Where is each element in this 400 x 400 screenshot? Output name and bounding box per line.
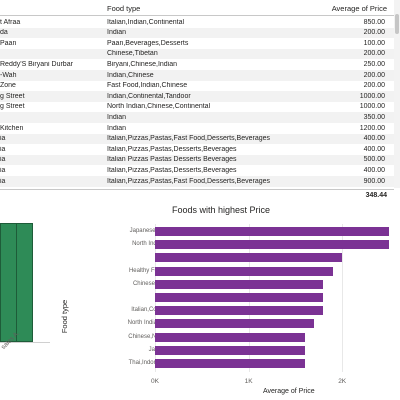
row-price-cell: 400.00 xyxy=(363,166,385,174)
left-column-chart: sales A. xyxy=(0,218,50,400)
row-food-type-cell: Italian,Indian,Continental xyxy=(107,18,185,26)
row-name-cell: da xyxy=(0,29,8,37)
row-food-type-cell: Italian Pizzas Pastas Desserts Beverages xyxy=(107,156,237,164)
table-row[interactable]: Chinese,Tibetan 200.00 xyxy=(0,48,394,60)
table-row[interactable]: da Indian 200.00 xyxy=(0,27,394,39)
left-chart-bar[interactable] xyxy=(0,223,17,342)
column-header-average-price[interactable]: Average of Price xyxy=(331,4,387,13)
chart-bar[interactable] xyxy=(155,293,324,302)
row-food-type-cell: Fast Food,Indian,Chinese xyxy=(107,82,188,90)
row-price-cell: 100.00 xyxy=(363,39,385,47)
row-price-cell: 1200.00 xyxy=(359,124,385,132)
row-food-type-cell: Italian,Pizzas,Pastas,Fast Food,Desserts… xyxy=(107,135,271,143)
row-name-cell: -Wah xyxy=(0,71,17,79)
row-price-cell: 900.00 xyxy=(363,177,385,185)
row-food-type-cell: Italian,Pizzas,Pastas,Fast Food,Desserts… xyxy=(107,177,271,185)
row-name-cell: ia xyxy=(0,166,6,174)
row-name-cell: g Street xyxy=(0,92,25,100)
row-price-cell: 1000.00 xyxy=(359,92,385,100)
chart-bar[interactable] xyxy=(155,266,333,276)
row-price-cell: 250.00 xyxy=(363,60,385,68)
table-row[interactable]: ia Italian,Pizzas,Pastas,Desserts,Beverag… xyxy=(0,144,394,155)
row-food-type-cell: Italian,Pizzas,Pastas,Desserts,Beverages xyxy=(107,145,237,153)
table-row[interactable]: Paan Paan,Beverages,Desserts 100.00 xyxy=(0,38,394,49)
total-divider xyxy=(0,189,394,190)
chart-bar[interactable] xyxy=(155,306,324,316)
x-tick-label: 1K xyxy=(244,378,253,385)
row-food-type-cell: Indian xyxy=(107,124,127,132)
row-name-cell: Reddy'S Biryani Durbar xyxy=(0,60,73,68)
row-price-cell: 200.00 xyxy=(363,71,385,79)
table-total-value: 348.44 xyxy=(365,192,387,199)
row-food-type-cell: Italian,Pizzas,Pastas,Desserts,Beverages xyxy=(107,166,237,174)
row-price-cell: 500.00 xyxy=(363,156,385,164)
chart-title: Foods with highest Price xyxy=(172,205,271,215)
foods-highest-price-chart: Foods with highest Price Food type 0K 1K 2… xyxy=(50,198,400,400)
chart-bar[interactable] xyxy=(155,359,305,368)
row-name-cell: ia xyxy=(0,145,6,153)
table-row[interactable]: g Street Indian,Continental,Tandoor 1000.0… xyxy=(0,91,394,102)
chart-bar[interactable] xyxy=(155,240,389,250)
row-price-cell: 1000.00 xyxy=(359,103,385,111)
x-axis-label: Average of Price xyxy=(263,388,315,395)
row-food-type-cell: Indian,Continental,Tandoor xyxy=(107,92,191,100)
row-price-cell: 350.00 xyxy=(363,113,385,121)
row-food-type-cell: Chinese,Tibetan xyxy=(107,50,158,58)
left-chart-axis xyxy=(0,342,50,343)
chart-bar[interactable] xyxy=(155,345,305,355)
row-name-cell: ia xyxy=(0,135,6,143)
row-name-cell: g Street xyxy=(0,103,25,111)
chart-bar[interactable] xyxy=(155,332,305,342)
x-tick-label: 2K xyxy=(338,378,347,385)
table-header: Food type Average of Price xyxy=(0,0,400,16)
row-price-cell: 200.00 xyxy=(363,29,385,37)
table-row[interactable]: Kitchen Indian 1200.00 xyxy=(0,123,394,134)
x-gridline xyxy=(342,224,344,372)
left-chart-bar[interactable] xyxy=(16,223,33,342)
y-axis-label: Food type xyxy=(60,299,70,334)
table-row[interactable]: -Wah Indian,Chinese 200.00 xyxy=(0,70,394,81)
table-row[interactable]: Zone Fast Food,Indian,Chinese 200.00 xyxy=(0,81,394,92)
row-price-cell: 200.00 xyxy=(363,50,385,58)
row-name-cell: Kitchen xyxy=(0,124,24,132)
row-price-cell: 400.00 xyxy=(363,145,385,153)
scrollbar-thumb[interactable] xyxy=(395,14,399,34)
row-price-cell: 200.00 xyxy=(363,82,385,90)
row-food-type-cell: North Indian,Chinese,Continental xyxy=(107,103,211,111)
table-row[interactable]: ia Italian,Pizzas,Pastas,Fast Food,Desser… xyxy=(0,133,394,145)
row-name-cell: ia xyxy=(0,177,6,185)
table-row[interactable]: Indian 350.00 xyxy=(0,112,394,123)
chart-bar[interactable] xyxy=(155,253,343,263)
row-name-cell: t Afraa xyxy=(0,18,21,26)
chart-bar[interactable] xyxy=(155,227,389,236)
row-price-cell: 400.00 xyxy=(363,135,385,143)
row-name-cell: Paan xyxy=(0,39,17,47)
table-row[interactable]: ia Italian,Pizzas,Pastas,Fast Food,Desser… xyxy=(0,176,394,187)
row-food-type-cell: Indian,Chinese xyxy=(107,71,154,79)
table-row[interactable]: t Afraa Italian,Indian,Continental 850.00 xyxy=(0,17,394,28)
row-name-cell: ia xyxy=(0,156,6,164)
row-name-cell: Zone xyxy=(0,82,16,90)
x-tick-label: 0K xyxy=(151,378,159,385)
table-visual: Food type Average of Price t Afraa Italia… xyxy=(0,0,400,199)
chart-bar[interactable] xyxy=(155,319,315,329)
row-food-type-cell: Biryani,Chinese,Indian xyxy=(107,60,178,68)
table-scrollbar[interactable] xyxy=(394,0,400,188)
table-row[interactable]: Reddy'S Biryani Durbar Biryani,Chinese,In… xyxy=(0,59,394,70)
row-food-type-cell: Indian xyxy=(107,29,127,37)
column-header-food-type[interactable]: Food type xyxy=(107,4,141,13)
table-row[interactable]: ia Italian,Pizzas,Pastas,Desserts,Beverag… xyxy=(0,165,394,176)
row-food-type-cell: Indian xyxy=(107,113,127,121)
table-row[interactable]: g Street North Indian,Chinese,Continental… xyxy=(0,102,394,113)
row-price-cell: 850.00 xyxy=(363,18,385,26)
chart-bar[interactable] xyxy=(155,279,324,289)
row-food-type-cell: Paan,Beverages,Desserts xyxy=(107,39,189,47)
table-row[interactable]: ia Italian Pizzas Pastas Desserts Beverag… xyxy=(0,154,394,166)
